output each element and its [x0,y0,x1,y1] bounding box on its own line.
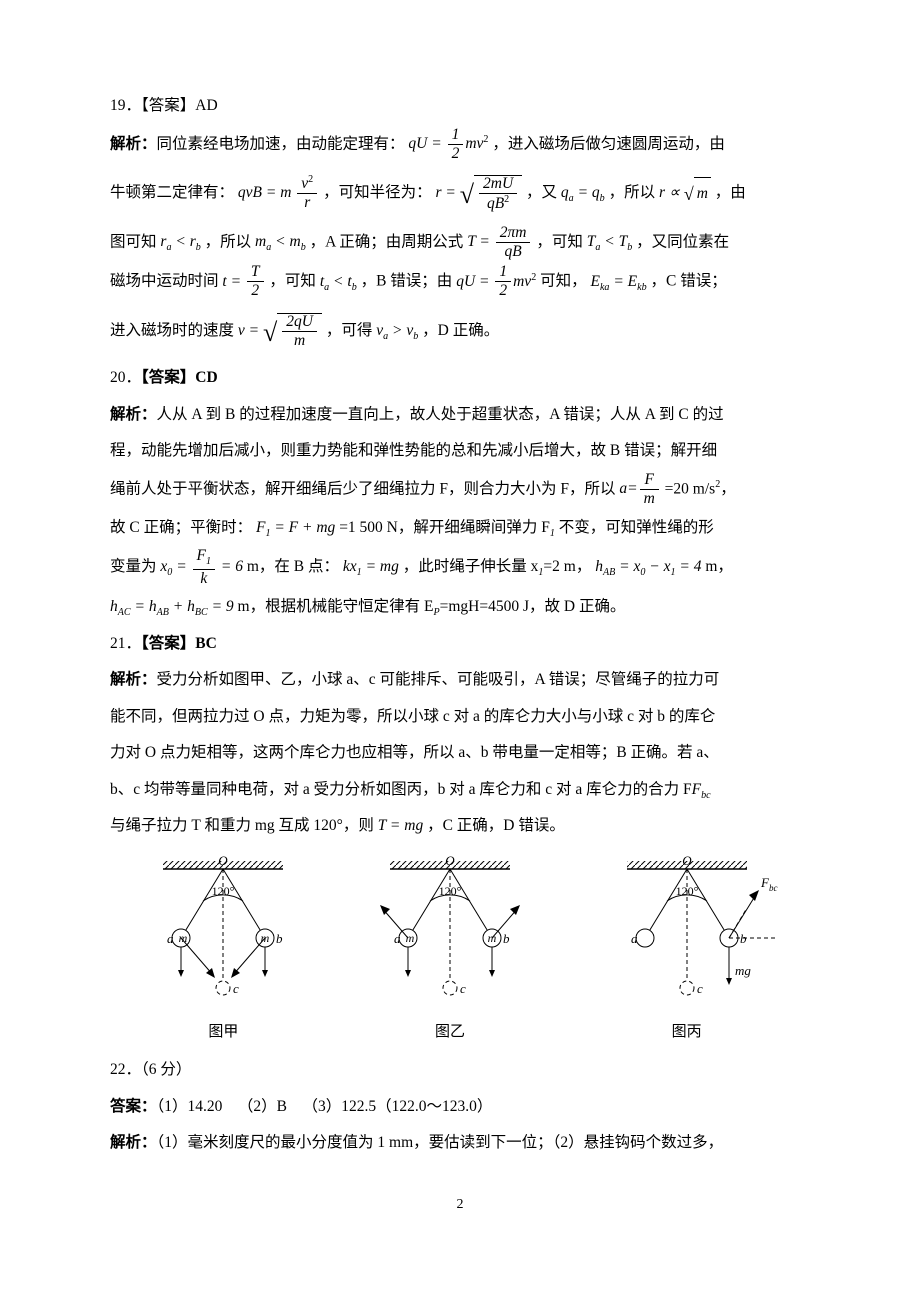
q21-l2: 能不同，但两拉力过 O 点，力矩为零，所以小球 c 对 a 的库仑力大小与小球 … [110,701,810,734]
fig-yi-svg: O 120° a m b m c [360,853,540,1013]
q20-l4: 故 C 正确；平衡时： F1 = F + mg =1 500 N，解开细绳瞬间弹… [110,512,810,545]
page-number: 2 [110,1190,810,1219]
svg-text:m: m [261,931,270,945]
svg-text:a: a [394,931,401,946]
q19-l4: 磁场中运动时间 t = T2 ，可知 ta < tb ，B 错误；由 qU = … [110,264,810,300]
q21-l4: b、c 均带等量同种电荷，对 a 受力分析如图丙，b 对 a 库仑力和 c 对 … [110,774,810,807]
q20-l6: hAC = hAB + hBC = 9 m，根据机械能守恒定律有 EP=mgH=… [110,591,810,624]
q19-l3: 图可知 ra < rb ，所以 ma < mb ，A 正确；由周期公式 T = … [110,225,810,261]
q20-l1: 解析：人从 A 到 B 的过程加速度一直向上，故人处于超重状态，A 错误；人从 … [110,399,810,432]
q20-num: 20 [110,369,126,386]
fig-jia: O 120° a m b m c 图甲 [133,853,313,1049]
svg-text:O: O [445,853,455,868]
q19-l2: 牛顿第二定律有： qvB = m v2r ，可知半径为： r = √2mUqB2… [110,166,810,221]
q22-jiexi: 解析：（1）毫米刻度尺的最小分度值为 1 mm，要估读到下一位；（2）悬挂钩码个… [110,1127,810,1160]
q19-l1: 解析：同位素经电场加速，由动能定理有： qU = 12mv2 ，进入磁场后做匀速… [110,127,810,163]
fig-bing: O 120° a b c Fbc mg 图丙 [587,853,787,1049]
svg-text:a: a [631,931,638,946]
q19-jiexi-label: 解析： [110,135,157,152]
svg-text:Fbc: Fbc [760,875,777,893]
svg-text:m: m [179,931,188,945]
q21-l3: 力对 O 点力矩相等，这两个库仑力也应相等，所以 a、b 带电量一定相等；B 正… [110,737,810,770]
svg-text:c: c [460,981,466,996]
q19-l5: 进入磁场时的速度 v = √2qUm ，可得 va > vb ，D 正确。 [110,304,810,359]
svg-text:b: b [276,931,283,946]
svg-text:c: c [233,981,239,996]
svg-text:a: a [167,931,174,946]
q19-ans: AD [195,97,217,114]
q21-l1: 解析：受力分析如图甲、乙，小球 a、c 可能排斥、可能吸引，A 错误；尽管绳子的… [110,664,810,697]
q19-num: 19 [110,97,126,114]
fig-bing-svg: O 120° a b c Fbc mg [587,853,787,1013]
svg-text:m: m [406,931,415,945]
svg-text:O: O [219,853,229,868]
q19-ans-label: 【答案】 [141,97,195,114]
q20-l5: 变量为 x0 = F1k = 6 m，在 B 点： kx1 = mg ，此时绳子… [110,548,810,587]
fig-yi: O 120° a m b m c 图乙 [360,853,540,1049]
q20-head: 20．【答案】CD [110,362,810,395]
q21-l5: 与绳子拉力 T 和重力 mg 互成 120°，则 T = mg ，C 正确，D … [110,810,810,843]
q21-head: 21．【答案】BC [110,628,810,661]
q22-ans: 答案：（1）14.20 （2）B （3）122.5（122.0～123.0） [110,1091,810,1124]
svg-text:O: O [682,853,692,868]
svg-text:mg: mg [735,963,751,978]
q22-head: 22．（6 分） [110,1054,810,1087]
q21-figures: O 120° a m b m c 图甲 O [110,853,810,1049]
q19-head: 19．【答案】AD [110,90,810,123]
q20-l3: 绳前人处于平衡状态，解开细绳后少了细绳拉力 F，则合力大小为 F，所以 a=Fm… [110,472,810,508]
fig-jia-svg: O 120° a m b m c [133,853,313,1013]
svg-text:b: b [503,931,510,946]
q20-l2: 程，动能先增加后减小，则重力势能和弹性势能的总和先减小后增大，故 B 错误；解开… [110,435,810,468]
svg-text:c: c [697,981,703,996]
